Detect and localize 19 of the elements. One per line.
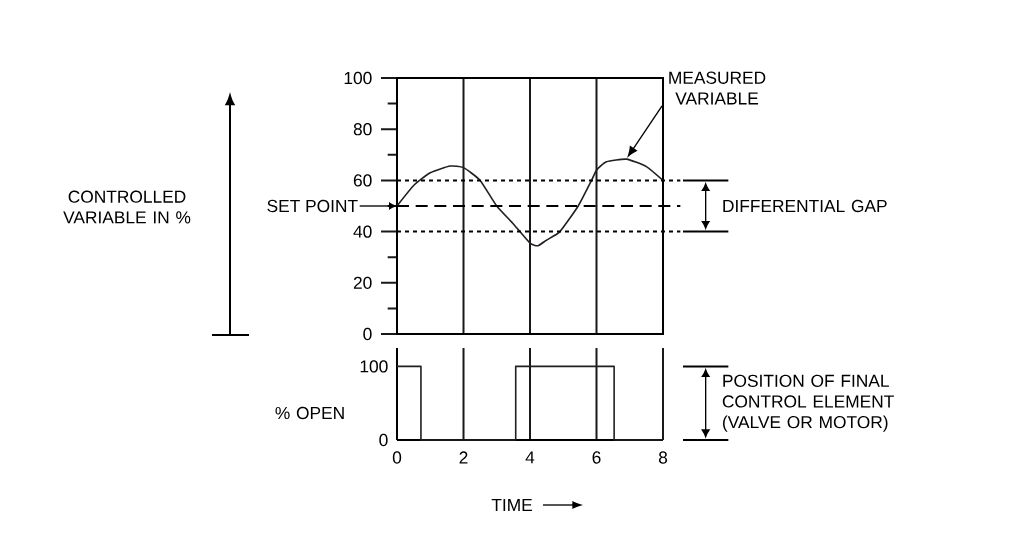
y-tick-label: 80 — [353, 123, 372, 136]
y-axis-title: % OPEN — [275, 406, 344, 420]
y-tick-label: 0 — [363, 327, 372, 341]
y-tick-label: 100 — [360, 360, 388, 373]
y-tick-label: 40 — [353, 225, 372, 238]
x-tick-label: 4 — [525, 451, 535, 464]
ref-line-label: SET POINT — [267, 199, 358, 213]
y-tick-label: 60 — [353, 174, 372, 187]
y-axis-title: CONTROLLED VARIABLE IN % — [63, 190, 191, 224]
text: POSITION OF FINAL CONTROL ELEMENT (VALVE OR MOTOR) — [722, 374, 894, 432]
x-tick-label: 2 — [459, 451, 468, 464]
x-tick-label: 8 — [658, 451, 668, 464]
x-axis-title: TIME — [491, 499, 532, 511]
text: MEASURED VARIABLE — [669, 71, 766, 105]
y-tick-label: 100 — [344, 71, 372, 85]
x-tick-label: 0 — [392, 451, 402, 464]
y-tick-label: 20 — [353, 276, 372, 289]
x-tick-label: 6 — [592, 451, 601, 464]
text: DIFFERENTIAL GAP — [723, 199, 887, 213]
